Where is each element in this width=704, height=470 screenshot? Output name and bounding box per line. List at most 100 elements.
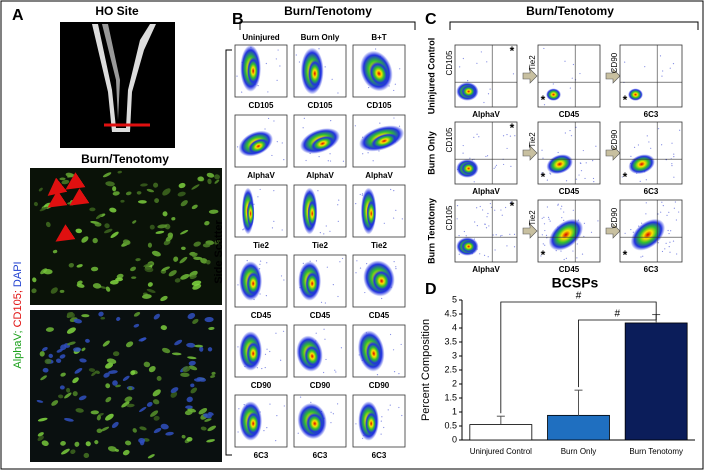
cell [56, 358, 62, 363]
cell [81, 314, 90, 318]
event [458, 253, 460, 255]
event [237, 284, 239, 286]
event [487, 212, 489, 215]
cell [106, 358, 117, 364]
event [469, 157, 471, 159]
event [668, 232, 670, 235]
axis-label: CD90 [610, 129, 619, 150]
cell [89, 207, 96, 212]
event [575, 178, 578, 180]
event [661, 144, 663, 146]
event [678, 211, 680, 213]
y-tick-label: 1 [452, 406, 457, 416]
cell [98, 311, 104, 317]
event [630, 228, 632, 231]
event [324, 338, 326, 340]
marker-label: CD105 [308, 101, 333, 110]
event [563, 219, 565, 221]
event [542, 157, 544, 159]
event [483, 254, 486, 256]
event [492, 234, 494, 236]
cell [37, 435, 44, 441]
density [630, 218, 666, 251]
cell [174, 278, 181, 283]
event [356, 260, 358, 262]
event [478, 136, 480, 138]
cell [207, 178, 212, 185]
cell [147, 282, 153, 287]
cell [31, 288, 37, 294]
x-tick-label: Uninjured Control [470, 447, 532, 456]
gate-mark: * [623, 93, 628, 107]
event [583, 235, 585, 238]
axis-label: Side Scatter [213, 219, 225, 283]
event [483, 101, 485, 104]
cell [36, 400, 44, 403]
cell [110, 231, 119, 239]
cell [122, 239, 131, 245]
cell [33, 201, 38, 207]
event [657, 213, 659, 215]
panel-label: C [425, 11, 437, 28]
cell [171, 217, 176, 221]
event [393, 117, 395, 119]
bone [92, 24, 156, 132]
density [364, 411, 378, 436]
event [561, 205, 563, 207]
event [302, 262, 304, 264]
cell [165, 431, 174, 436]
marker-label: AlphaV [306, 171, 334, 180]
cell [76, 264, 83, 268]
cell [188, 360, 196, 366]
event [264, 128, 266, 130]
cell [60, 372, 66, 377]
event [479, 205, 481, 208]
event [561, 217, 563, 219]
cell [105, 362, 114, 369]
cell [210, 375, 216, 378]
event [465, 235, 467, 237]
flow-plot [352, 184, 406, 238]
density [246, 341, 261, 366]
event [650, 147, 652, 149]
cell [206, 439, 215, 443]
cell [125, 191, 132, 196]
event [584, 177, 586, 180]
event [645, 202, 647, 204]
cell [40, 375, 47, 381]
event [332, 284, 334, 286]
event [676, 253, 678, 255]
cell [199, 346, 204, 352]
cell [153, 182, 159, 188]
event [383, 222, 385, 224]
cell [42, 367, 49, 373]
row-label: Burn Tenotomy [426, 198, 436, 264]
cell [160, 423, 169, 430]
event [564, 132, 566, 134]
cell [180, 274, 190, 280]
event [271, 227, 274, 229]
cell [152, 399, 160, 405]
event [624, 96, 626, 99]
cell [202, 243, 211, 248]
event [359, 267, 362, 269]
event [661, 201, 663, 203]
y-tick-label: 1.5 [444, 392, 457, 402]
event [237, 346, 239, 348]
cell [92, 237, 98, 244]
event [337, 92, 339, 94]
density [461, 85, 477, 98]
cell [81, 347, 86, 352]
event [493, 167, 495, 169]
cell [102, 172, 112, 178]
event [504, 206, 507, 209]
cell [194, 344, 204, 348]
cell [162, 188, 171, 196]
event [279, 65, 281, 67]
event [267, 91, 269, 93]
event [576, 243, 578, 245]
density [370, 133, 398, 149]
axis-label: CD105 [445, 127, 454, 152]
bar [469, 424, 533, 441]
cell [121, 401, 130, 408]
